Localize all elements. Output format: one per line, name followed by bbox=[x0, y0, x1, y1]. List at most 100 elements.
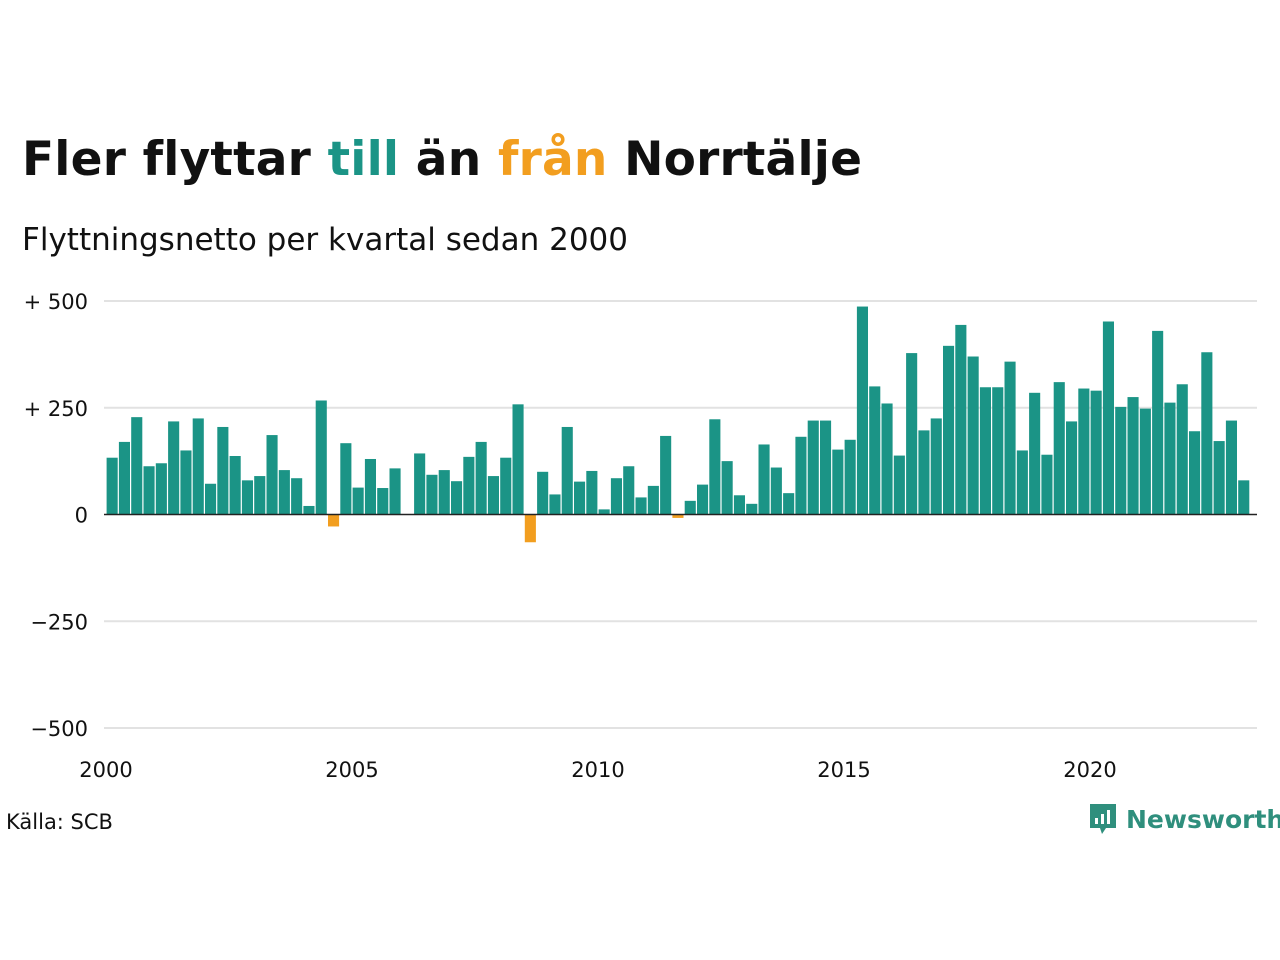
bar-positive bbox=[758, 444, 770, 515]
y-tick-label: 0 bbox=[75, 504, 88, 528]
bar-positive bbox=[918, 430, 930, 515]
bar-positive bbox=[967, 356, 979, 515]
bar-positive bbox=[820, 420, 832, 515]
bar-positive bbox=[438, 470, 450, 515]
bar-positive bbox=[684, 500, 696, 515]
bar-positive bbox=[1164, 402, 1176, 515]
bar-positive bbox=[229, 456, 241, 515]
bar-positive bbox=[770, 467, 782, 515]
bar-positive bbox=[1041, 454, 1053, 515]
bar-positive bbox=[930, 418, 942, 515]
bar-positive bbox=[192, 418, 204, 515]
bar-positive bbox=[1078, 388, 1090, 515]
title-fran-highlight: från bbox=[497, 132, 608, 187]
bar-positive bbox=[291, 478, 303, 515]
bar-positive bbox=[500, 457, 512, 515]
bar-positive bbox=[414, 453, 426, 515]
bar-positive bbox=[647, 485, 659, 515]
bar-positive bbox=[537, 471, 549, 515]
y-tick-label: + 500 bbox=[24, 290, 88, 314]
title-till-highlight: till bbox=[327, 132, 400, 187]
chart-title: Fler flyttar till än från Norrtälje bbox=[22, 132, 862, 187]
bar-positive bbox=[118, 441, 130, 515]
bar-positive bbox=[856, 306, 868, 515]
bar-positive bbox=[1213, 441, 1225, 515]
bar-positive bbox=[623, 466, 635, 515]
bar-positive bbox=[721, 461, 733, 515]
bar-positive bbox=[364, 458, 376, 515]
bar-negative bbox=[524, 514, 536, 543]
bar-chart: + 500 + 250 0 −250 −500 2000 2005 2010 2015 2020 bbox=[24, 290, 1257, 782]
bar-positive bbox=[709, 419, 721, 515]
x-tick-label: 2005 bbox=[325, 758, 378, 782]
bar-positive bbox=[180, 450, 192, 515]
bar-positive bbox=[697, 484, 709, 515]
bar-positive bbox=[881, 403, 893, 515]
bar-positive bbox=[574, 481, 586, 515]
x-tick-label: 2000 bbox=[79, 758, 132, 782]
bar-negative bbox=[672, 514, 684, 518]
bar-positive bbox=[463, 456, 475, 515]
title-part-1: Fler flyttar bbox=[22, 132, 328, 187]
bar-positive bbox=[746, 503, 758, 515]
bar-negative bbox=[328, 514, 340, 527]
bar-positive bbox=[1201, 352, 1213, 515]
bar-positive bbox=[635, 497, 647, 515]
bar-positive bbox=[475, 441, 487, 515]
bar-positive bbox=[426, 474, 438, 515]
bar-positive bbox=[832, 449, 844, 515]
bar-positive bbox=[869, 386, 881, 515]
bar-positive bbox=[241, 480, 253, 515]
x-tick-label: 2015 bbox=[817, 758, 870, 782]
bar-positive bbox=[733, 495, 745, 515]
bar-positive bbox=[143, 466, 155, 515]
brand-name: Newsworthy bbox=[1126, 804, 1280, 834]
bar-positive bbox=[1004, 361, 1016, 515]
chart-subtitle: Flyttningsnetto per kvartal sedan 2000 bbox=[22, 222, 628, 258]
bar-positive bbox=[1090, 390, 1102, 515]
bar-positive bbox=[278, 470, 290, 515]
bar-positive bbox=[660, 435, 672, 515]
bar-positive bbox=[168, 421, 180, 515]
bar-positive bbox=[155, 463, 167, 515]
bar-positive bbox=[844, 439, 856, 515]
title-part-5: Norrtälje bbox=[607, 132, 863, 187]
x-tick-label: 2010 bbox=[571, 758, 624, 782]
bar-positive bbox=[1053, 382, 1065, 515]
bar-positive bbox=[106, 457, 118, 515]
bar-positive bbox=[1225, 420, 1237, 515]
bar-positive bbox=[1016, 450, 1028, 515]
bar-positive bbox=[1152, 330, 1164, 515]
bar-positive bbox=[377, 488, 389, 515]
bar-positive bbox=[1066, 421, 1078, 515]
title-part-3: än bbox=[399, 132, 498, 187]
bar-positive bbox=[205, 483, 217, 515]
bar-positive bbox=[266, 435, 278, 515]
y-tick-label: −250 bbox=[30, 610, 88, 634]
bar-positive bbox=[979, 387, 991, 515]
bar-positive bbox=[992, 387, 1004, 515]
bar-positive bbox=[561, 426, 573, 515]
bar-positive bbox=[943, 345, 955, 515]
bar-positive bbox=[315, 400, 327, 515]
newsworthy-logo-icon bbox=[1090, 804, 1116, 834]
bar-positive bbox=[131, 417, 143, 515]
bar-positive bbox=[487, 476, 499, 515]
bar-positive bbox=[217, 426, 229, 515]
bar-positive bbox=[893, 455, 905, 515]
bar-positive bbox=[1029, 392, 1041, 515]
bar-positive bbox=[795, 436, 807, 515]
bar-positive bbox=[610, 478, 622, 515]
x-tick-label: 2020 bbox=[1063, 758, 1116, 782]
bar-positive bbox=[1238, 480, 1250, 515]
bar-positive bbox=[906, 353, 918, 515]
source-label: Källa: SCB bbox=[6, 810, 113, 834]
bar-positive bbox=[1139, 408, 1151, 515]
bar-positive bbox=[303, 505, 315, 515]
bar-positive bbox=[598, 509, 610, 515]
bar-positive bbox=[254, 476, 266, 515]
bar-positive bbox=[955, 324, 967, 515]
bar-positive bbox=[1176, 384, 1188, 515]
newsworthy-brand: Newsworthy bbox=[1088, 802, 1280, 836]
bar-positive bbox=[1127, 397, 1139, 515]
